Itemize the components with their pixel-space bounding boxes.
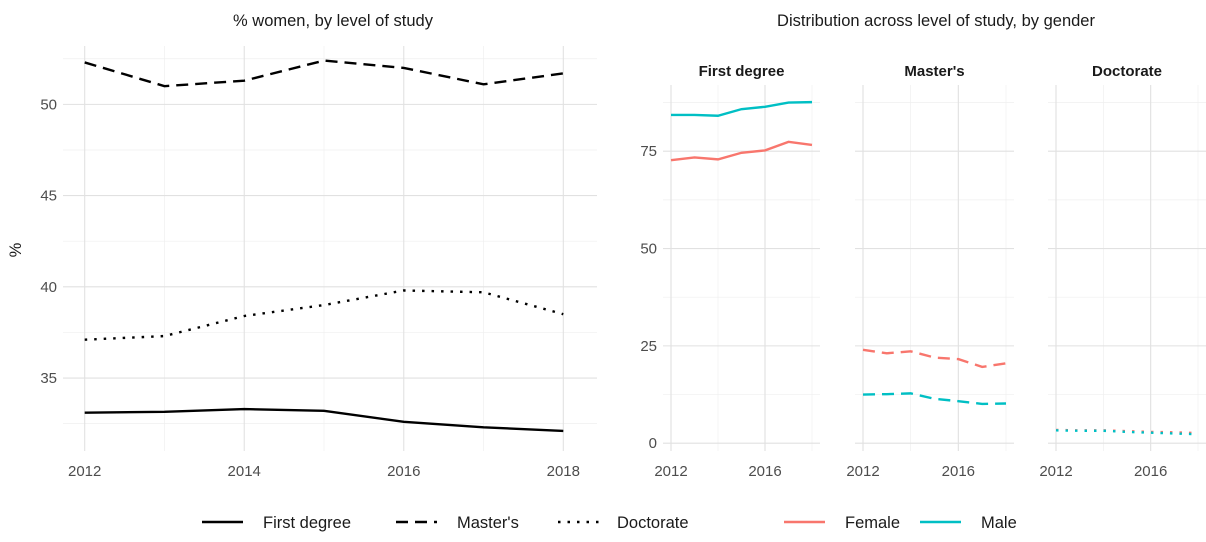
- legend-label: Male: [981, 514, 1017, 532]
- left-x-tick-label: 2018: [547, 463, 580, 480]
- left-y-axis-title: %: [7, 242, 25, 257]
- right-y-tick-label: 75: [640, 143, 657, 160]
- series-line-solid: [84, 407, 564, 433]
- facet-strip-label: Doctorate: [1092, 63, 1162, 80]
- facet-series-line-female: [862, 348, 1007, 369]
- right-y-tick-label: 25: [640, 338, 657, 355]
- left-chart-title: % women, by level of study: [233, 12, 434, 30]
- left-x-tick-label: 2014: [228, 463, 261, 480]
- left-y-tick-label: 45: [40, 188, 57, 205]
- facet-x-tick-label: 2016: [1134, 463, 1167, 480]
- facet-x-tick-label: 2016: [748, 463, 781, 480]
- right-y-tick-label: 0: [649, 435, 657, 452]
- legend-label: Doctorate: [617, 514, 689, 532]
- facet-series-line-male: [671, 100, 813, 117]
- series-line-dashed: [84, 59, 564, 88]
- left-y-tick-label: 50: [40, 96, 57, 113]
- facet-x-tick-label: 2012: [1039, 463, 1072, 480]
- facet-series-line-male: [862, 392, 1007, 406]
- facet-x-tick-label: 2016: [942, 463, 975, 480]
- left-y-tick-label: 35: [40, 370, 57, 387]
- legend-label: Master's: [457, 514, 519, 532]
- facet-strip-label: Master's: [904, 63, 964, 80]
- left-x-tick-label: 2012: [68, 463, 101, 480]
- facet-strip-label: First degree: [699, 63, 785, 80]
- right-chart-title: Distribution across level of study, by g…: [777, 12, 1095, 30]
- right-y-tick-label: 50: [640, 241, 657, 258]
- facet-x-tick-label: 2012: [846, 463, 879, 480]
- legend-label: Female: [845, 514, 900, 532]
- legend-label: First degree: [263, 514, 351, 532]
- left-y-tick-label: 40: [40, 279, 57, 296]
- left-x-tick-label: 2016: [387, 463, 420, 480]
- facet-series-line-female: [670, 140, 813, 162]
- facet-x-tick-label: 2012: [654, 463, 687, 480]
- facet-series-line-male: [1055, 429, 1199, 436]
